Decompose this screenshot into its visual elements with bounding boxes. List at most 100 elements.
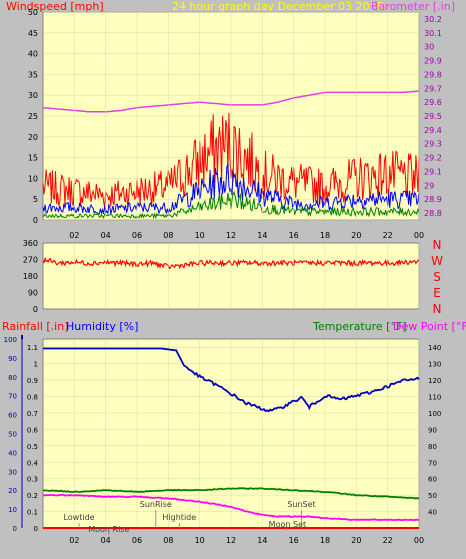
humidity-tick-label: 60 <box>8 412 17 420</box>
temp-x-tick-label: 22 <box>383 536 393 545</box>
dewpoint-axis-title: Dew Point [°F] <box>393 320 466 333</box>
rain-tick-label: 0.9 <box>27 377 38 385</box>
wind-tick-label: 40 <box>28 50 38 59</box>
compass-label: N <box>433 302 442 316</box>
rain-tick-label: 0.4 <box>27 459 39 467</box>
barometer-tick-label: 29.5 <box>424 112 442 121</box>
rain-tick-label: 0.6 <box>27 426 39 434</box>
compass-label: E <box>433 286 441 300</box>
rain-tick-label: 0.7 <box>27 410 38 418</box>
temperature-axis-title: Temperature [°F] <box>312 320 407 333</box>
rain-tick-label: 0.5 <box>27 443 38 451</box>
temp-x-tick-label: 08 <box>163 536 173 545</box>
wind-x-tick-label: 22 <box>383 231 393 240</box>
wind-tick-label: 50 <box>28 8 38 17</box>
barometer-tick-label: 30.2 <box>424 15 442 24</box>
wind-tick-label: 35 <box>28 70 38 79</box>
barometer-tick-label: 29.9 <box>424 57 442 66</box>
wind-x-tick-label: 14 <box>257 231 267 240</box>
wind-tick-label: 30 <box>28 91 38 100</box>
chart-title: 24 hour graph day December 03 2018 <box>172 0 384 13</box>
wind-x-tick-label: 12 <box>226 231 236 240</box>
temp-x-tick-label: 06 <box>132 536 142 545</box>
rain-tick-label: 1.1 <box>27 344 38 352</box>
direction-tick-label: 270 <box>23 256 38 265</box>
compass-label: S <box>433 270 441 284</box>
wind-tick-label: 0 <box>33 216 38 225</box>
wind-tick-label: 25 <box>28 112 38 121</box>
compass-label: W <box>431 254 443 268</box>
wind-tick-label: 5 <box>33 195 38 204</box>
humidity-tick-label: 80 <box>8 374 17 382</box>
direction-tick-label: 0 <box>33 305 38 314</box>
humidity-axis-title: Humidity [%] <box>66 320 138 333</box>
humidity-tick-label: 90 <box>8 355 17 363</box>
wind-x-tick-label: 08 <box>163 231 173 240</box>
humidity-tick-label: 100 <box>4 336 17 344</box>
humidity-series <box>43 347 420 413</box>
event-label: SunRise <box>140 500 172 509</box>
barometer-tick-label: 29 <box>424 181 434 190</box>
event-label: Moon Set <box>269 520 306 529</box>
temperature-tick-label: 50 <box>428 492 437 500</box>
barometer-tick-label: 29.6 <box>424 98 442 107</box>
temperature-series <box>42 487 420 500</box>
rain-tick-label: 0.1 <box>27 509 38 517</box>
temp-x-tick-label: 00 <box>414 536 424 545</box>
wind-tick-label: 45 <box>28 29 38 38</box>
humidity-tick-label: 40 <box>8 449 17 457</box>
wind-x-tick-label: 04 <box>101 231 111 240</box>
rain-tick-label: 0.8 <box>27 394 38 402</box>
event-label: SunSet <box>287 500 315 509</box>
barometer-tick-label: 28.8 <box>424 209 442 218</box>
temp-x-tick-label: 04 <box>101 536 111 545</box>
barometer-tick-label: 30 <box>424 43 434 52</box>
rain-axis-title: Rainfall [.in] <box>2 320 69 333</box>
temperature-tick-label: 100 <box>428 410 441 418</box>
wind-x-tick-label: 10 <box>195 231 205 240</box>
dewpoint-series <box>42 493 420 522</box>
chart-marks: 0510152025303540455028.828.92929.129.229… <box>4 8 443 545</box>
humidity-tick-label: 70 <box>8 393 17 401</box>
temp-x-tick-label: 10 <box>195 536 205 545</box>
barometer-tick-label: 29.2 <box>424 154 442 163</box>
humidity-tick-label: 20 <box>8 487 17 495</box>
humidity-tick-label: 0 <box>13 525 17 533</box>
rain-tick-label: 1 <box>34 361 38 369</box>
temp-x-tick-label: 14 <box>257 536 267 545</box>
wind-tick-label: 10 <box>28 174 38 183</box>
barometer-tick-label: 29.7 <box>424 84 442 93</box>
barometer-tick-label: 29.4 <box>424 126 442 135</box>
temperature-tick-label: 60 <box>428 476 437 484</box>
wind-x-tick-label: 20 <box>351 231 361 240</box>
temperature-tick-label: 40 <box>428 509 437 517</box>
barometer-tick-label: 28.9 <box>424 195 442 204</box>
temperature-tick-label: 120 <box>428 377 441 385</box>
event-label: Moon Rise <box>88 525 129 534</box>
barometer-axis-title: Barometer [.in] <box>371 0 455 13</box>
wind-axis-title: Windspeed [mph] <box>6 0 104 13</box>
wind-x-tick-label: 16 <box>289 231 299 240</box>
temp-x-tick-label: 16 <box>289 536 299 545</box>
wind-x-tick-label: 02 <box>69 231 79 240</box>
rain-tick-label: 0.3 <box>27 476 38 484</box>
barometer-tick-label: 29.1 <box>424 167 442 176</box>
wind-x-tick-label: 18 <box>320 231 330 240</box>
barometer-tick-label: 29.8 <box>424 70 442 79</box>
wind-x-tick-label: 06 <box>132 231 142 240</box>
compass-label: N <box>433 238 442 252</box>
humidity-tick-label: 50 <box>8 431 17 439</box>
temp-x-tick-label: 20 <box>351 536 361 545</box>
barometer-tick-label: 29.3 <box>424 140 442 149</box>
temp-x-tick-label: 12 <box>226 536 236 545</box>
temperature-tick-label: 80 <box>428 443 437 451</box>
temperature-tick-label: 90 <box>428 426 437 434</box>
rain-tick-label: 0.2 <box>27 492 38 500</box>
temp-x-tick-label: 02 <box>69 536 79 545</box>
wind-tick-label: 20 <box>28 133 38 142</box>
wind-x-tick-label: 00 <box>414 231 424 240</box>
barometer-tick-label: 30.1 <box>424 29 442 38</box>
temperature-tick-label: 130 <box>428 361 441 369</box>
wind-tick-label: 15 <box>28 154 38 163</box>
